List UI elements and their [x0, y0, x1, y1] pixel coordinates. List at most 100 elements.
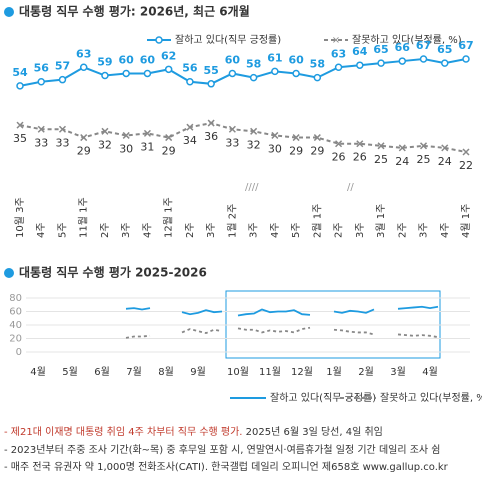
data-label: 65 — [437, 43, 452, 56]
marker — [37, 125, 45, 133]
data-label: 55 — [203, 64, 218, 77]
x-tick-label: 7월 — [126, 366, 142, 378]
x-tick-label: 4월 — [422, 366, 438, 378]
x-tick-label: 2월 — [358, 366, 374, 378]
note-part: 2025년 6월 3일 당선, 4일 취임 — [242, 425, 382, 438]
marker — [462, 148, 470, 156]
data-label: 60 — [140, 53, 156, 66]
marker — [58, 125, 67, 133]
marker — [164, 65, 173, 74]
data-label: 34 — [183, 134, 197, 147]
note: - 매주 전국 유권자 약 1,000명 전화조사(CATI). 한국갤럽 데일… — [4, 461, 449, 473]
axis-break: // — [347, 182, 354, 193]
marker — [419, 55, 428, 63]
x-tick-label: 1월 — [326, 366, 342, 378]
data-label: 60 — [119, 53, 135, 66]
data-label: 30 — [119, 142, 133, 155]
data-label: 25 — [374, 153, 388, 166]
x-tick-label: 12월 — [291, 366, 313, 378]
marker — [292, 134, 300, 142]
data-label: 60 — [288, 53, 304, 66]
note: - 제21대 이재명 대통령 취임 4주 차부터 직무 수행 평가. 2025년… — [4, 425, 383, 438]
data-label: 61 — [267, 51, 282, 64]
marker — [441, 59, 449, 67]
x-tick-label: 5주 — [57, 222, 68, 238]
data-label: 63 — [331, 47, 346, 60]
x-tick-label: 2주 — [397, 222, 408, 238]
marker — [143, 69, 152, 78]
data-label: 30 — [268, 142, 282, 155]
data-label: 33 — [55, 136, 69, 149]
data-label: 58 — [310, 58, 325, 71]
data-label: 54 — [12, 66, 28, 79]
marker — [16, 121, 24, 129]
data-label: 29 — [77, 145, 91, 158]
y-tick-label: 80 — [9, 293, 22, 304]
data-label: 56 — [182, 62, 198, 75]
x-tick-label: 11월 — [259, 366, 281, 378]
data-label: 63 — [76, 47, 91, 60]
title-bullet — [4, 7, 14, 17]
x-tick-label: 5월 — [62, 366, 78, 378]
note: - 2023년부터 주중 조사 기간(화~목) 중 후무일 포함 시, 연말연시… — [4, 444, 441, 456]
marker — [186, 123, 194, 131]
data-label: 29 — [162, 145, 176, 158]
x-tick-label: 3주 — [355, 222, 366, 238]
x-tick-label: 3주 — [206, 222, 217, 238]
series-line — [125, 326, 439, 339]
note-part: - 제21대 이재명 대통령 취임 4주 차부터 직무 수행 평가. — [4, 425, 242, 438]
marker — [313, 134, 321, 142]
data-label: 22 — [459, 159, 473, 172]
data-label: 66 — [395, 41, 411, 54]
data-label: 64 — [352, 45, 368, 58]
x-tick-label: 11월 1주 — [78, 197, 90, 238]
data-label: 58 — [246, 58, 261, 71]
marker — [271, 67, 279, 76]
legend-marker — [155, 36, 163, 44]
marker — [377, 142, 385, 150]
data-label: 56 — [34, 62, 50, 75]
marker — [58, 75, 67, 84]
x-tick-label: 6월 — [94, 366, 110, 378]
x-tick-label: 9월 — [190, 366, 206, 378]
series-line — [19, 122, 467, 153]
data-label: 67 — [416, 39, 431, 52]
data-label: 29 — [289, 145, 303, 158]
x-tick-label: 3주 — [419, 222, 430, 238]
x-tick-label: 8월 — [158, 366, 174, 378]
marker — [335, 140, 343, 148]
series-line — [125, 305, 439, 317]
marker — [122, 131, 130, 139]
marker — [334, 63, 343, 72]
x-tick-label: 4주 — [36, 222, 47, 238]
marker — [271, 131, 279, 139]
data-label: 31 — [140, 140, 154, 153]
title-bullet — [4, 268, 14, 278]
data-label: 62 — [161, 49, 176, 62]
data-label: 65 — [373, 43, 388, 56]
marker — [398, 57, 407, 65]
x-tick-label: 3월 — [390, 366, 406, 378]
legend-label: 잘하고 있다(직무 긍정률) — [270, 391, 376, 404]
data-label: 32 — [98, 138, 112, 151]
marker — [122, 69, 130, 78]
data-label: 59 — [97, 56, 112, 69]
marker — [101, 71, 109, 80]
x-tick-label: 10월 3주 — [14, 197, 26, 238]
marker — [313, 73, 322, 82]
marker — [37, 77, 45, 86]
marker — [356, 140, 364, 148]
marker — [377, 59, 385, 67]
x-tick-label: 4월 — [30, 366, 46, 378]
marker — [80, 134, 88, 142]
legend-label: 잘하고 있다(직무 긍정률) — [175, 33, 281, 46]
marker — [292, 69, 300, 78]
x-tick-label: 5주 — [291, 222, 302, 238]
data-label: 24 — [438, 155, 452, 168]
data-label: 29 — [310, 145, 324, 158]
x-tick-label: 2월 1주 — [311, 204, 323, 238]
x-tick-label: 2주 — [100, 222, 111, 238]
marker — [462, 55, 470, 63]
marker — [207, 80, 215, 88]
